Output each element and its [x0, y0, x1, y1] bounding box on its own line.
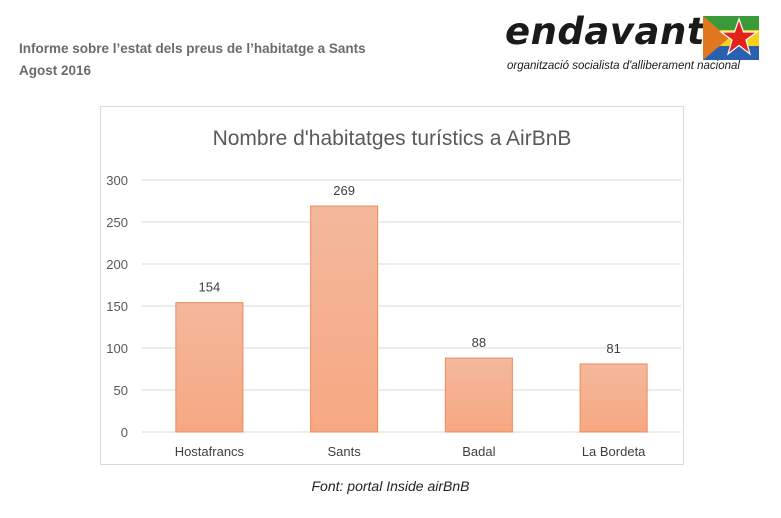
y-tick-label: 50 — [114, 383, 128, 398]
y-tick-label: 150 — [106, 299, 128, 314]
data-label: 88 — [472, 335, 486, 350]
y-tick-label: 250 — [106, 215, 128, 230]
report-date: Agost 2016 — [19, 63, 92, 78]
data-label: 81 — [606, 341, 620, 356]
x-tick-label: Hostafrancs — [175, 444, 245, 459]
star-flag-icon — [703, 16, 759, 60]
flag-orange-triangle — [703, 16, 729, 60]
chart-frame: Nombre d'habitatges turístics a AirBnB 0… — [100, 106, 684, 465]
logo-tagline: organització socialista d'alliberament n… — [507, 60, 740, 72]
bar-badal — [444, 357, 513, 433]
report-title: Informe sobre l’estat dels preus de l’ha… — [19, 41, 366, 56]
bar-hostafrancs — [175, 302, 244, 433]
y-axis-ticks: 0 50 100 150 200 250 300 — [106, 173, 128, 440]
y-tick-label: 200 — [106, 257, 128, 272]
endavant-logo: endavant organització socialista d'allib… — [505, 10, 763, 78]
report-header: Informe sobre l’estat dels preus de l’ha… — [19, 38, 366, 82]
bar-la-bordeta — [579, 363, 648, 433]
y-tick-label: 0 — [121, 425, 128, 440]
x-tick-label: La Bordeta — [582, 444, 646, 459]
flag-green-band — [703, 16, 759, 30]
bars — [175, 205, 648, 433]
x-tick-label: Badal — [462, 444, 495, 459]
flag-red-star — [719, 17, 759, 56]
bar-sants — [310, 205, 379, 433]
x-tick-label: Sants — [328, 444, 362, 459]
x-axis-ticks: Hostafrancs Sants Badal La Bordeta — [175, 444, 647, 459]
data-label: 269 — [333, 183, 355, 198]
data-labels: 154 269 88 81 — [199, 183, 621, 356]
y-tick-label: 300 — [106, 173, 128, 188]
logo-wordmark: endavant — [505, 10, 706, 53]
source-caption: Font: portal Inside airBnB — [311, 478, 470, 494]
bar-chart: Nombre d'habitatges turístics a AirBnB 0… — [106, 127, 681, 459]
data-label: 154 — [199, 280, 221, 295]
chart-title: Nombre d'habitatges turístics a AirBnB — [213, 127, 572, 150]
y-tick-label: 100 — [106, 341, 128, 356]
